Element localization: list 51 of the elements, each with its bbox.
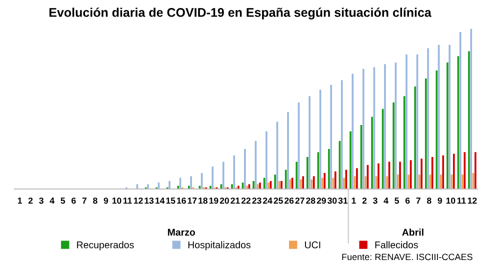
- x-tick-label: 4: [384, 198, 388, 204]
- text: Marzo: [168, 228, 196, 236]
- x-tick-label: 12: [468, 198, 477, 204]
- x-tick-label: 7: [416, 198, 420, 204]
- x-tick-label: 16: [177, 198, 186, 204]
- x-tick-label: 11: [123, 198, 132, 204]
- x-tick-label: 9: [438, 198, 442, 204]
- legend-label: Recuperados: [77, 241, 134, 250]
- x-tick-label: 17: [188, 198, 197, 204]
- source-note: Fuente: RENAVE. ISCIII-CCAES: [342, 254, 472, 260]
- x-tick-label: 28: [306, 198, 316, 204]
- x-tick-label: 5: [60, 198, 66, 204]
- x-tick-label: 23: [252, 198, 262, 204]
- x-tick-label: 1: [352, 198, 356, 204]
- x-tick-label: 20: [220, 198, 229, 204]
- chart-title: Evolución diaria de COVID-19 en España según situación clínica: [49, 8, 432, 20]
- x-tick-label: 10: [446, 198, 456, 204]
- x-tick-label: 29: [316, 198, 326, 204]
- legend-label: UCI: [305, 241, 320, 248]
- x-tick-label: 19: [209, 198, 218, 204]
- x-tick-label: 6: [405, 198, 410, 204]
- x-tick-label: 2: [28, 198, 33, 204]
- x-tick-label: 3: [39, 198, 44, 204]
- x-tick-label: 25: [274, 198, 283, 204]
- x-tick-label: 6: [72, 198, 76, 204]
- x-tick-label: 2: [362, 198, 367, 204]
- legend-label: Fallecidos: [375, 241, 418, 248]
- x-tick-label: 3: [373, 198, 378, 204]
- x-tick-label: 7: [82, 198, 86, 204]
- x-tick-label: 8: [426, 198, 432, 204]
- x-tick-label: 1: [18, 198, 22, 204]
- legend-label: Hospitalizados: [188, 241, 250, 250]
- x-tick-label: 4: [50, 198, 54, 204]
- x-tick-label: 12: [134, 198, 143, 204]
- x-tick-label: 27: [295, 198, 304, 204]
- x-tick-label: 9: [104, 198, 108, 204]
- x-tick-label: 30: [328, 198, 337, 204]
- x-tick-label: 21: [230, 198, 240, 204]
- text: Abril: [402, 228, 424, 236]
- x-tick-label: 10: [112, 198, 122, 204]
- x-tick-label: 15: [166, 198, 176, 204]
- x-tick-label: 11: [457, 198, 466, 204]
- x-tick-label: 13: [144, 198, 154, 204]
- x-tick-label: 5: [394, 198, 399, 204]
- x-tick-label: 18: [198, 198, 208, 204]
- x-tick-label: 14: [156, 198, 165, 204]
- x-tick-label: 31: [338, 198, 348, 204]
- x-tick-label: 8: [93, 198, 98, 204]
- x-tick-label: 22: [241, 198, 251, 204]
- x-tick-label: 26: [284, 198, 294, 204]
- x-tick-label: 24: [262, 198, 272, 204]
